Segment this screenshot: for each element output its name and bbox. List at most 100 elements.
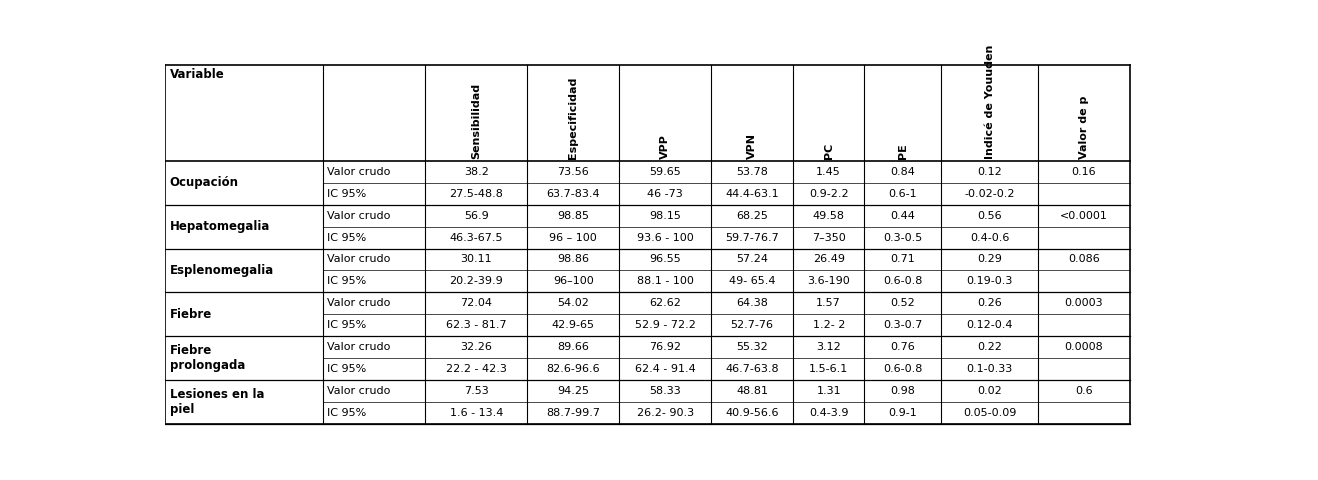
Text: Valor de p: Valor de p xyxy=(1079,96,1089,159)
Text: <0.0001: <0.0001 xyxy=(1060,211,1108,221)
Text: 55.32: 55.32 xyxy=(737,342,768,352)
Text: 0.29: 0.29 xyxy=(977,254,1002,264)
Text: 0.9-1: 0.9-1 xyxy=(888,408,917,418)
Text: PC: PC xyxy=(824,143,834,159)
Text: 0.02: 0.02 xyxy=(977,386,1002,396)
Text: 0.0003: 0.0003 xyxy=(1065,298,1103,308)
Text: 96–100: 96–100 xyxy=(554,276,593,287)
Text: 58.33: 58.33 xyxy=(650,386,681,396)
Text: 98.86: 98.86 xyxy=(558,254,589,264)
Text: 0.1-0.33: 0.1-0.33 xyxy=(966,364,1012,374)
Text: Especificidad: Especificidad xyxy=(568,77,579,159)
Text: IC 95%: IC 95% xyxy=(327,189,366,199)
Text: 0.05-0.09: 0.05-0.09 xyxy=(963,408,1016,418)
Text: 46 -73: 46 -73 xyxy=(647,189,683,199)
Text: 48.81: 48.81 xyxy=(735,386,768,396)
Text: 72.04: 72.04 xyxy=(460,298,493,308)
Text: Sensibilidad: Sensibilidad xyxy=(472,83,481,159)
Text: 0.6-1: 0.6-1 xyxy=(888,189,917,199)
Text: Valor crudo: Valor crudo xyxy=(327,254,390,264)
Text: 49.58: 49.58 xyxy=(813,211,845,221)
Text: Fiebre: Fiebre xyxy=(170,308,212,321)
Text: IC 95%: IC 95% xyxy=(327,408,366,418)
Text: 38.2: 38.2 xyxy=(464,167,489,177)
Text: IC 95%: IC 95% xyxy=(327,276,366,287)
Text: 27.5-48.8: 27.5-48.8 xyxy=(449,189,503,199)
Text: 3.6-190: 3.6-190 xyxy=(808,276,850,287)
Text: 56.9: 56.9 xyxy=(464,211,489,221)
Text: 42.9-65: 42.9-65 xyxy=(552,320,594,330)
Text: 40.9-56.6: 40.9-56.6 xyxy=(725,408,779,418)
Text: -0.02-0.2: -0.02-0.2 xyxy=(965,189,1015,199)
Text: 0.26: 0.26 xyxy=(977,298,1002,308)
Text: 76.92: 76.92 xyxy=(650,342,681,352)
Text: 98.15: 98.15 xyxy=(650,211,681,221)
Text: 1.6 - 13.4: 1.6 - 13.4 xyxy=(449,408,503,418)
Text: Valor crudo: Valor crudo xyxy=(327,386,390,396)
Text: 59.7-76.7: 59.7-76.7 xyxy=(725,233,779,242)
Text: 0.98: 0.98 xyxy=(891,386,915,396)
Text: 0.086: 0.086 xyxy=(1068,254,1101,264)
Text: 96 – 100: 96 – 100 xyxy=(550,233,597,242)
Text: 44.4-63.1: 44.4-63.1 xyxy=(725,189,779,199)
Text: 54.02: 54.02 xyxy=(558,298,589,308)
Text: 59.65: 59.65 xyxy=(650,167,681,177)
Text: 1.57: 1.57 xyxy=(816,298,841,308)
Text: 0.9-2.2: 0.9-2.2 xyxy=(809,189,849,199)
Text: VPN: VPN xyxy=(747,133,757,159)
Text: Valor crudo: Valor crudo xyxy=(327,298,390,308)
Text: 0.84: 0.84 xyxy=(891,167,915,177)
Text: 0.6-0.8: 0.6-0.8 xyxy=(883,276,923,287)
Text: 1.45: 1.45 xyxy=(816,167,841,177)
Text: 96.55: 96.55 xyxy=(650,254,681,264)
Text: 0.0008: 0.0008 xyxy=(1065,342,1103,352)
Text: 0.52: 0.52 xyxy=(891,298,915,308)
Text: 7–350: 7–350 xyxy=(812,233,846,242)
Text: 1.5-6.1: 1.5-6.1 xyxy=(809,364,849,374)
Text: 7.53: 7.53 xyxy=(464,386,489,396)
Text: 0.6-0.8: 0.6-0.8 xyxy=(883,364,923,374)
Text: 26.2- 90.3: 26.2- 90.3 xyxy=(637,408,693,418)
Text: 98.85: 98.85 xyxy=(558,211,589,221)
Text: 0.56: 0.56 xyxy=(977,211,1002,221)
Text: Ocupación: Ocupación xyxy=(170,177,239,190)
Text: 0.44: 0.44 xyxy=(891,211,915,221)
Text: 0.71: 0.71 xyxy=(891,254,915,264)
Text: 0.12-0.4: 0.12-0.4 xyxy=(966,320,1012,330)
Text: 1.31: 1.31 xyxy=(816,386,841,396)
Text: 49- 65.4: 49- 65.4 xyxy=(729,276,775,287)
Text: 0.12: 0.12 xyxy=(977,167,1002,177)
Text: 82.6-96.6: 82.6-96.6 xyxy=(547,364,600,374)
Text: 0.6: 0.6 xyxy=(1075,386,1093,396)
Text: 57.24: 57.24 xyxy=(735,254,768,264)
Text: 0.4-0.6: 0.4-0.6 xyxy=(970,233,1010,242)
Text: 0.3-0.7: 0.3-0.7 xyxy=(883,320,923,330)
Text: 26.49: 26.49 xyxy=(813,254,845,264)
Text: 88.1 - 100: 88.1 - 100 xyxy=(637,276,693,287)
Text: Valor crudo: Valor crudo xyxy=(327,211,390,221)
Text: 46.7-63.8: 46.7-63.8 xyxy=(725,364,779,374)
Text: 93.6 - 100: 93.6 - 100 xyxy=(637,233,693,242)
Text: 22.2 - 42.3: 22.2 - 42.3 xyxy=(445,364,506,374)
Text: 62.3 - 81.7: 62.3 - 81.7 xyxy=(445,320,506,330)
Text: Variable: Variable xyxy=(170,68,224,81)
Text: 52.7-76: 52.7-76 xyxy=(730,320,774,330)
Text: 0.3-0.5: 0.3-0.5 xyxy=(883,233,923,242)
Text: IC 95%: IC 95% xyxy=(327,233,366,242)
Text: 0.16: 0.16 xyxy=(1072,167,1097,177)
Text: Indicé de Youuden: Indicé de Youuden xyxy=(985,45,995,159)
Text: VPP: VPP xyxy=(660,134,671,159)
Text: 3.12: 3.12 xyxy=(816,342,841,352)
Text: 62.62: 62.62 xyxy=(650,298,681,308)
Text: 89.66: 89.66 xyxy=(558,342,589,352)
Text: 62.4 - 91.4: 62.4 - 91.4 xyxy=(635,364,696,374)
Text: Hepatomegalia: Hepatomegalia xyxy=(170,220,270,233)
Text: 0.19-0.3: 0.19-0.3 xyxy=(966,276,1012,287)
Text: Fiebre
prolongada: Fiebre prolongada xyxy=(170,344,245,372)
Text: Valor crudo: Valor crudo xyxy=(327,342,390,352)
Text: 32.26: 32.26 xyxy=(460,342,492,352)
Text: IC 95%: IC 95% xyxy=(327,364,366,374)
Text: 63.7-83.4: 63.7-83.4 xyxy=(547,189,600,199)
Text: Lesiones en la
piel: Lesiones en la piel xyxy=(170,388,265,416)
Text: 0.22: 0.22 xyxy=(977,342,1002,352)
